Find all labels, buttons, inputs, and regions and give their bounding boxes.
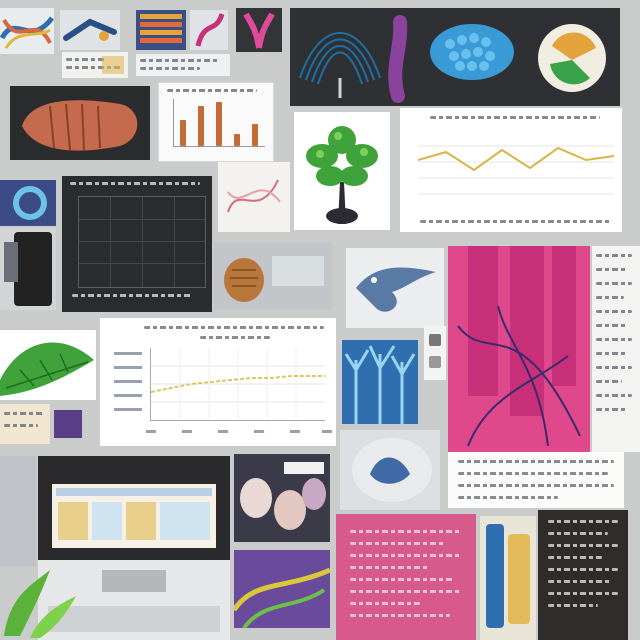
purple-green-tile <box>234 550 330 628</box>
sneaker-icon <box>224 256 324 302</box>
leaf-icon <box>0 342 94 396</box>
thumb-small-diagram <box>62 52 128 78</box>
tree-icon <box>306 126 378 224</box>
line-chart-mid-svg <box>151 348 325 420</box>
dark-chart-tile <box>62 176 212 312</box>
thumb-pink-figure <box>190 10 228 50</box>
portraits-illustration <box>240 478 326 530</box>
monitor-screen <box>52 484 216 548</box>
dark-illustration-panel <box>290 8 620 106</box>
thumb-striped-chart <box>136 10 186 50</box>
creature-illustration <box>352 438 432 502</box>
thumb-small-icon-right <box>424 326 446 380</box>
series-line <box>418 146 614 172</box>
ring-icon <box>13 186 47 220</box>
thumb-blue-object <box>60 10 120 50</box>
bar-chart-tile <box>158 82 274 162</box>
bar <box>198 106 204 146</box>
thumb-dark-magenta <box>236 8 282 52</box>
forest-illustration <box>344 345 416 424</box>
green-plant-bottom-left <box>0 566 80 640</box>
bar <box>180 120 186 146</box>
magenta-plant-illustration <box>243 12 275 49</box>
pink-document-tile <box>336 514 476 640</box>
thumb-monitor <box>0 228 56 310</box>
dark-text-page <box>538 510 628 640</box>
portraits-tile <box>234 454 330 542</box>
series-line <box>151 375 325 393</box>
blue-forest-panel <box>342 340 418 424</box>
thumb-pale-diagram <box>218 162 290 232</box>
line-chart-svg <box>418 145 614 195</box>
pink-figure-illustration <box>195 13 225 47</box>
dark-chart-plot <box>78 196 206 288</box>
line-chart-plot-top <box>418 130 614 210</box>
bar-chart-plot <box>173 99 265 147</box>
bar <box>234 134 240 146</box>
vines-illustration <box>234 567 330 628</box>
blue-devices-tile <box>480 516 536 640</box>
magenta-illustration-panel <box>448 246 590 452</box>
thumb-mini-diagram <box>136 54 230 76</box>
line-chart-plot-mid <box>150 348 325 421</box>
thumb-grey-device <box>0 456 36 566</box>
text-block-caption <box>448 452 624 508</box>
thumb-left-small-2 <box>54 410 82 438</box>
ribbons-illustration <box>0 16 54 49</box>
vessel-illustration <box>457 246 581 447</box>
plant-icon <box>4 570 76 638</box>
thumb-blue-ring <box>0 180 56 226</box>
bar <box>216 102 222 146</box>
line-chart-tile-top <box>400 108 622 232</box>
anatomy-illustration <box>299 15 606 103</box>
monitor-screenshot-tile <box>38 456 230 640</box>
thumb-left-small-1 <box>0 404 50 444</box>
bird-icon <box>356 267 436 312</box>
monitor-icon <box>4 232 52 306</box>
thumb-shoe-card <box>214 242 332 310</box>
bar <box>252 124 258 146</box>
thumb-tissue-illustration <box>10 86 150 160</box>
thumb-bird <box>346 248 444 328</box>
text-column-right <box>592 246 640 452</box>
tissue-illustration <box>22 100 138 151</box>
thumb-blue-creature <box>340 430 440 510</box>
green-foliage-tile <box>0 330 96 400</box>
line-chart-tile-mid <box>100 318 336 446</box>
pale-diagram-illustration <box>227 179 281 213</box>
tree-illustration-tile <box>294 112 390 230</box>
thumb-tangled-ribbons <box>0 8 54 54</box>
blue-tools-illustration <box>63 18 117 41</box>
